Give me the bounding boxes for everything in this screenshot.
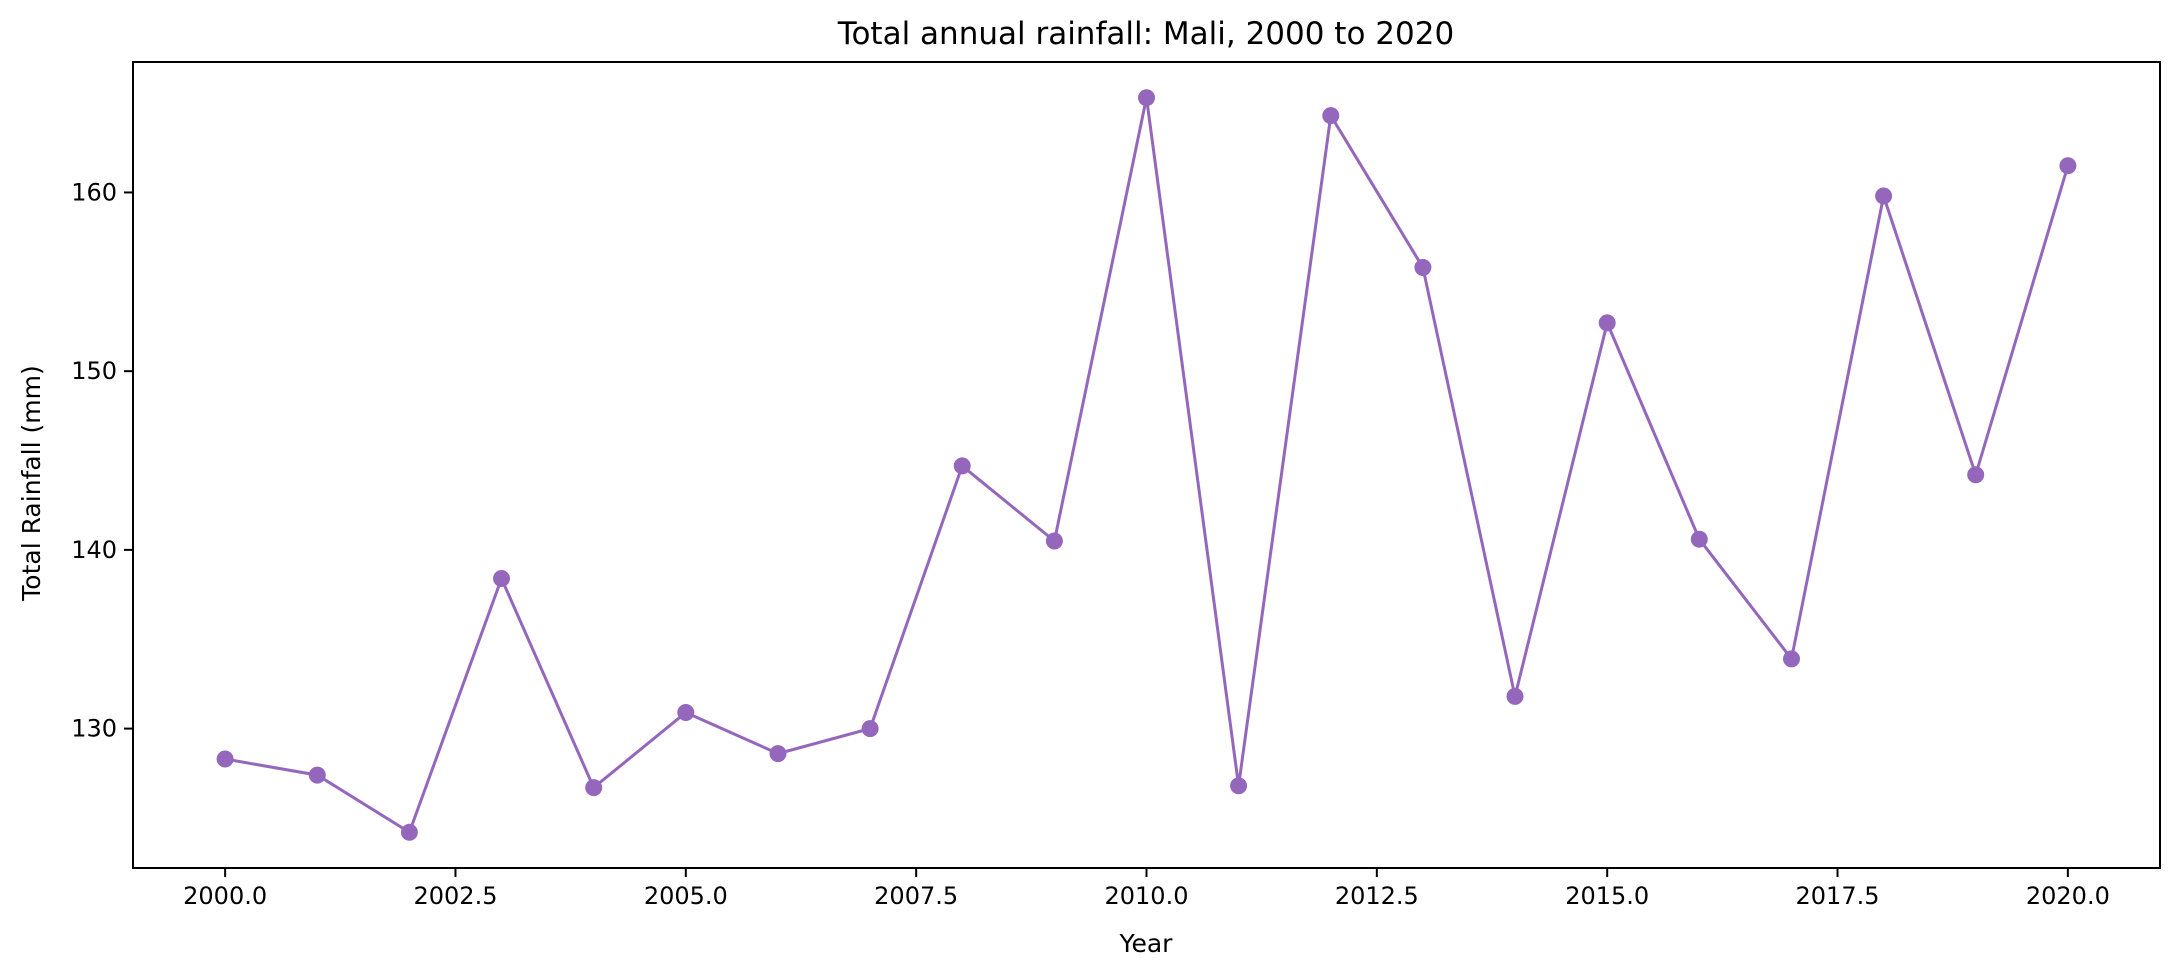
data-point — [308, 766, 326, 784]
data-point — [1414, 259, 1432, 276]
data-point — [1875, 187, 1893, 205]
x-tick-label: 2015.0 — [1565, 882, 1649, 910]
data-point — [585, 779, 603, 797]
data-point — [861, 720, 879, 738]
y-tick-label: 130 — [71, 715, 117, 743]
data-point — [769, 745, 787, 763]
x-axis: 2000.0 2002.5 2005.0 2007.5 2010.0 2012.5 2015… — [183, 868, 2110, 910]
x-tick-label: 2007.5 — [874, 882, 958, 910]
y-tick-label: 140 — [71, 536, 117, 564]
data-point — [1138, 89, 1155, 107]
plot-area — [132, 61, 2161, 869]
data-point — [1045, 532, 1063, 550]
x-tick-label: 2010.0 — [1105, 882, 1189, 910]
x-tick-label: 2005.0 — [644, 882, 728, 910]
chart-title: Total annual rainfall: Mali, 2000 to 202… — [837, 16, 1454, 52]
data-point — [1322, 107, 1340, 125]
data-point — [953, 457, 971, 475]
x-tick-label: 2017.5 — [1796, 882, 1880, 910]
data-point — [216, 750, 234, 768]
x-tick-label: 2000.0 — [183, 882, 267, 910]
data-point — [2059, 157, 2077, 175]
data-point — [1783, 650, 1800, 668]
x-tick-label: 2020.0 — [2026, 882, 2110, 910]
x-tick-label: 2002.5 — [413, 882, 497, 910]
x-axis-label: Year — [1119, 929, 1174, 958]
series-line — [224, 97, 2070, 835]
x-tick-label: 2012.5 — [1335, 882, 1419, 910]
data-point — [677, 704, 695, 721]
data-point — [400, 823, 418, 841]
y-axis: 130 140 150 160 — [71, 178, 133, 743]
y-axis-label: Total Rainfall (mm) — [17, 365, 46, 601]
y-tick-label: 160 — [71, 178, 117, 206]
data-point — [1598, 314, 1616, 332]
data-point — [1506, 687, 1524, 705]
data-point — [1230, 777, 1248, 795]
data-point — [1967, 466, 1985, 484]
plot-frame — [132, 61, 2161, 869]
series-markers — [216, 89, 2077, 841]
y-tick-label: 150 — [71, 357, 117, 385]
data-point — [493, 570, 510, 587]
data-point — [1690, 530, 1708, 548]
